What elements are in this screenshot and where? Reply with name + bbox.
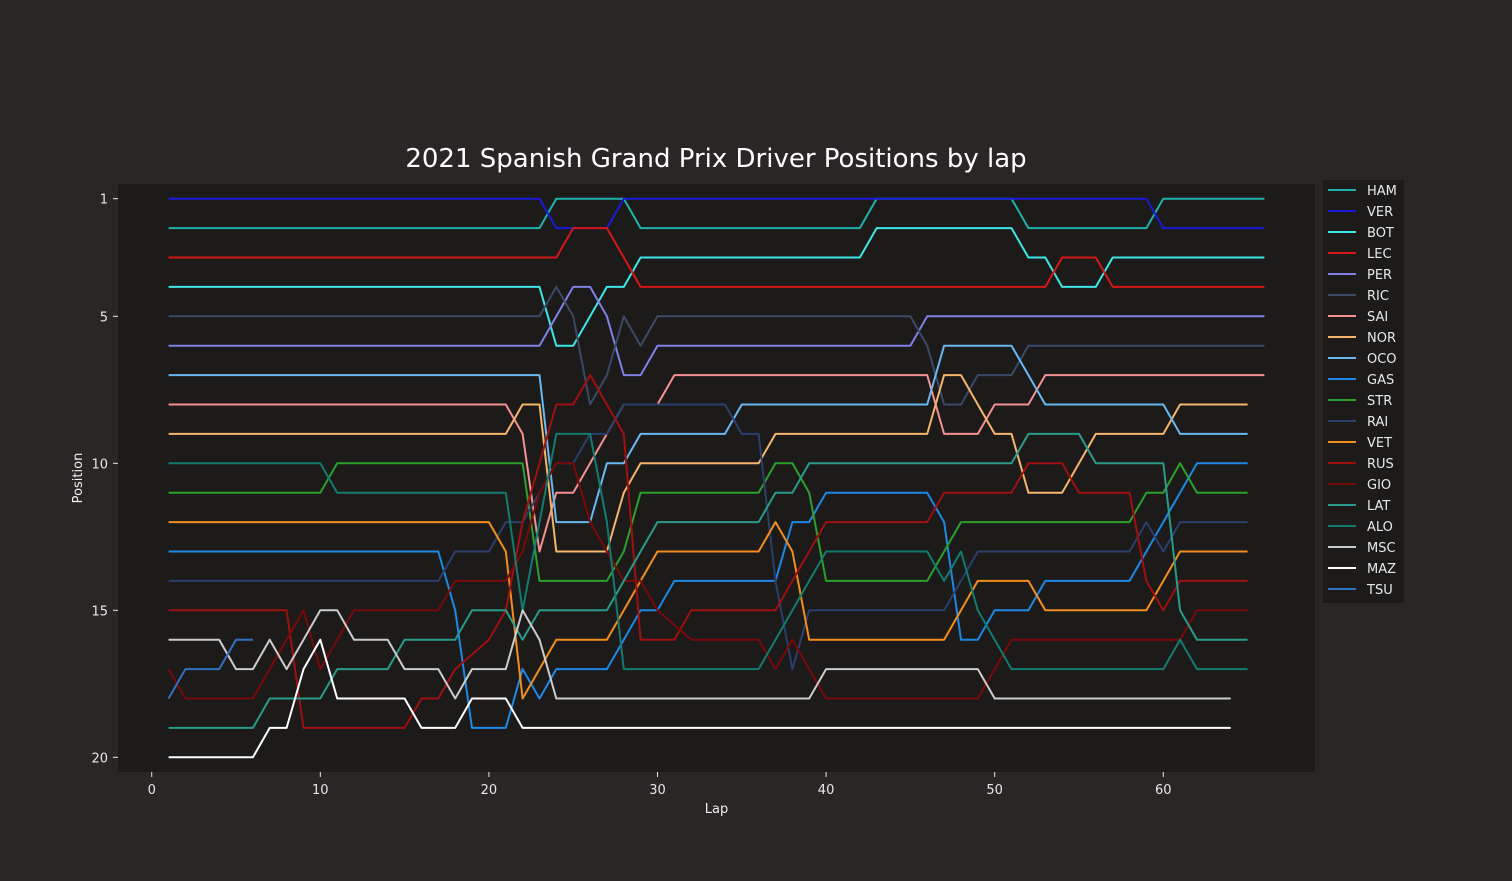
- x-tick-label: 0: [148, 783, 156, 798]
- legend-entry-ver: VER: [1367, 205, 1393, 220]
- x-tick-label: 50: [986, 783, 1003, 798]
- legend-entry-maz: MAZ: [1367, 562, 1396, 577]
- legend-entry-ham: HAM: [1367, 184, 1397, 199]
- x-tick-label: 40: [818, 783, 835, 798]
- legend-entry-lat: LAT: [1367, 499, 1390, 514]
- y-tick-label: 15: [91, 604, 108, 619]
- legend-entry-bot: BOT: [1367, 226, 1394, 241]
- series-line-ric: [168, 285, 1265, 406]
- legend-entry-msc: MSC: [1367, 541, 1396, 556]
- legend-entry-vet: VET: [1367, 436, 1392, 451]
- legend-entry-lec: LEC: [1367, 247, 1392, 262]
- legend-entry-rus: RUS: [1367, 457, 1394, 472]
- x-tick-label: 20: [481, 783, 498, 798]
- y-tick-label: 5: [100, 310, 108, 325]
- plot-area: [118, 184, 1315, 772]
- legend-entry-sai: SAI: [1367, 310, 1388, 325]
- legend: HAM VER BOT LEC PER RIC SAI NOR OCO GAS STR RAI VET R…: [1323, 180, 1404, 603]
- x-tick-label: 10: [312, 783, 329, 798]
- chart-title: 2021 Spanish Grand Prix Driver Positions…: [405, 144, 1026, 174]
- series-line-rai: [168, 403, 1248, 671]
- y-tick-label: 1: [100, 193, 108, 208]
- series-line-msc: [168, 609, 1231, 700]
- legend-entry-nor: NOR: [1367, 331, 1396, 346]
- series-line-alo: [168, 432, 1248, 671]
- legend-entry-alo: ALO: [1367, 520, 1393, 535]
- series-line-lat: [168, 432, 1248, 729]
- legend-entry-gas: GAS: [1367, 373, 1394, 388]
- series-line-maz: [168, 638, 1231, 759]
- y-tick-label: 20: [91, 751, 108, 766]
- x-axis: 0 10 20 30 40 50 60: [148, 772, 1172, 798]
- series-line-lec: [168, 227, 1265, 288]
- legend-entry-str: STR: [1367, 394, 1392, 409]
- series-lines: [167, 197, 1265, 759]
- series-line-bot: [168, 227, 1265, 347]
- series-line-ham: [168, 197, 1265, 230]
- series-line-tsu: [167, 638, 253, 699]
- y-tick-label: 10: [91, 457, 108, 472]
- x-axis-label: Lap: [705, 802, 728, 817]
- legend-entry-tsu: TSU: [1366, 583, 1393, 598]
- legend-entry-per: PER: [1367, 268, 1392, 283]
- series-line-rus: [168, 374, 1248, 729]
- legend-box: [1323, 180, 1404, 603]
- legend-entry-ric: RIC: [1367, 289, 1389, 304]
- legend-entry-gio: GIO: [1367, 478, 1391, 493]
- legend-entry-rai: RAI: [1367, 415, 1388, 430]
- legend-entry-oco: OCO: [1367, 352, 1397, 367]
- series-line-vet: [168, 521, 1248, 700]
- x-tick-label: 30: [649, 783, 666, 798]
- y-axis-label: Position: [71, 453, 86, 504]
- series-line-ver: [168, 197, 1265, 230]
- x-tick-label: 60: [1155, 783, 1172, 798]
